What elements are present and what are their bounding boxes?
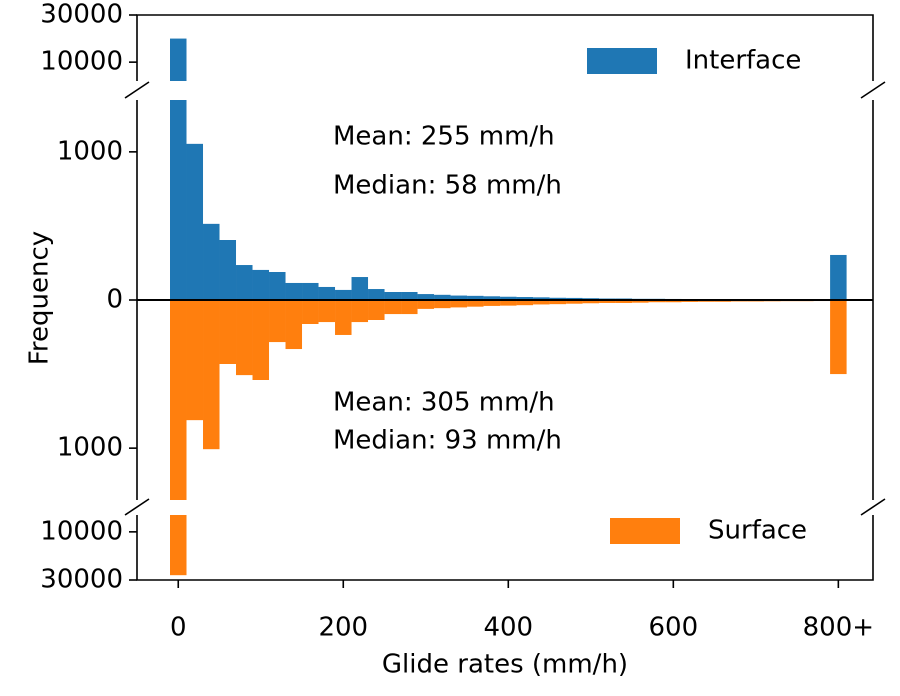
y-tick-label: 30000	[40, 565, 123, 595]
y-tick-label: 10000	[40, 47, 123, 77]
x-tick-label: 800+	[803, 613, 874, 643]
bar	[516, 297, 534, 300]
axis-frame	[124, 498, 150, 516]
bar	[170, 300, 187, 500]
bar	[236, 265, 253, 300]
bar	[582, 300, 600, 304]
bar	[566, 300, 583, 304]
bar	[450, 295, 468, 300]
bar	[252, 269, 270, 300]
bar	[500, 300, 517, 306]
bar	[467, 300, 484, 307]
bar	[335, 300, 352, 335]
bar	[302, 282, 319, 300]
bar	[236, 300, 253, 376]
annotation: Median: 93 mm/h	[333, 426, 562, 456]
bar	[417, 294, 435, 300]
bar	[302, 300, 319, 324]
bar	[830, 254, 847, 300]
x-tick-label: 200	[318, 613, 368, 643]
bar	[351, 300, 369, 323]
bar	[203, 223, 220, 300]
axis-frame	[860, 81, 886, 99]
x-tick-label: 600	[649, 613, 699, 643]
x-tick-label: 0	[170, 613, 187, 643]
bar	[483, 300, 501, 306]
y-tick-label: 0	[106, 285, 123, 315]
bar	[285, 282, 303, 300]
bar	[516, 300, 534, 306]
bar	[170, 100, 187, 300]
bar	[335, 289, 352, 300]
y-tick-label: 1000	[57, 433, 123, 463]
bar	[318, 286, 336, 300]
bar-upper	[170, 38, 187, 81]
annotation: Mean: 305 mm/h	[333, 388, 555, 418]
bar	[186, 143, 204, 300]
axis-frame	[860, 498, 886, 516]
bar	[269, 272, 286, 300]
y-tick-label: 30000	[40, 0, 123, 30]
legend-swatch	[610, 518, 680, 544]
y-axis-label: Frequency	[25, 231, 55, 365]
bar	[417, 300, 435, 309]
bar	[566, 297, 583, 300]
bar	[384, 292, 402, 300]
legend-label: Surface	[708, 516, 807, 546]
bar	[368, 300, 385, 320]
bar	[632, 300, 649, 303]
bar	[549, 297, 567, 300]
x-axis-label: Glide rates (mm/h)	[382, 650, 628, 680]
bar	[368, 289, 385, 300]
bar	[549, 300, 567, 305]
bar	[450, 300, 468, 308]
bar	[533, 300, 550, 305]
bar	[203, 300, 220, 450]
bar	[285, 300, 303, 350]
bar	[533, 297, 550, 300]
y-tick-label: 10000	[40, 516, 123, 546]
bar	[434, 294, 451, 300]
bar	[401, 292, 418, 300]
axis-frame	[136, 515, 874, 581]
bar	[648, 300, 666, 303]
bar	[252, 300, 270, 380]
bar	[467, 295, 484, 300]
bar-lower	[170, 515, 187, 576]
bar	[401, 300, 418, 315]
bar	[500, 296, 517, 300]
bar	[615, 300, 633, 303]
bar	[219, 300, 237, 364]
axis-frame	[136, 14, 874, 81]
axis-frame	[124, 81, 150, 99]
bar	[384, 300, 402, 315]
bar	[665, 300, 682, 303]
bar	[351, 277, 369, 300]
legend-swatch	[587, 48, 657, 74]
bar	[186, 300, 204, 421]
annotation: Mean: 255 mm/h	[333, 122, 555, 152]
annotation: Median: 58 mm/h	[333, 171, 562, 201]
x-tick-label: 400	[483, 613, 533, 643]
bar	[434, 300, 451, 309]
legend-label: Interface	[685, 46, 801, 76]
bar	[483, 296, 501, 300]
y-tick-label: 1000	[57, 136, 123, 166]
bar	[830, 300, 847, 375]
bar	[599, 300, 616, 303]
bar	[269, 300, 286, 343]
bar	[318, 300, 336, 323]
bar	[219, 240, 237, 300]
